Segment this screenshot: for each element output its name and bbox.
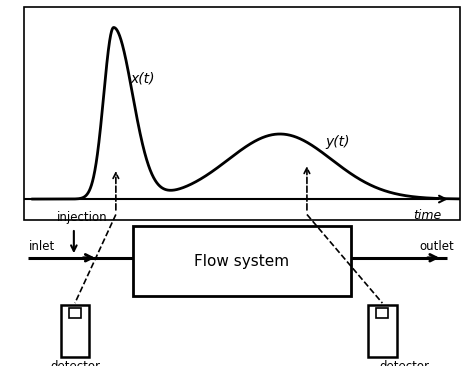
Bar (133, 227, 351, 296)
Bar (69, 308, 81, 318)
Text: detector: detector (50, 360, 100, 366)
Text: y(t): y(t) (325, 135, 349, 149)
Text: outlet: outlet (420, 240, 455, 253)
Bar (368, 305, 397, 357)
Text: detector: detector (379, 360, 429, 366)
Text: x(t): x(t) (131, 72, 155, 86)
Text: inlet: inlet (29, 240, 55, 253)
Bar (376, 308, 389, 318)
Text: time: time (413, 209, 442, 222)
Text: Flow system: Flow system (194, 254, 289, 269)
Bar (61, 305, 89, 357)
Text: injection: injection (56, 211, 107, 224)
